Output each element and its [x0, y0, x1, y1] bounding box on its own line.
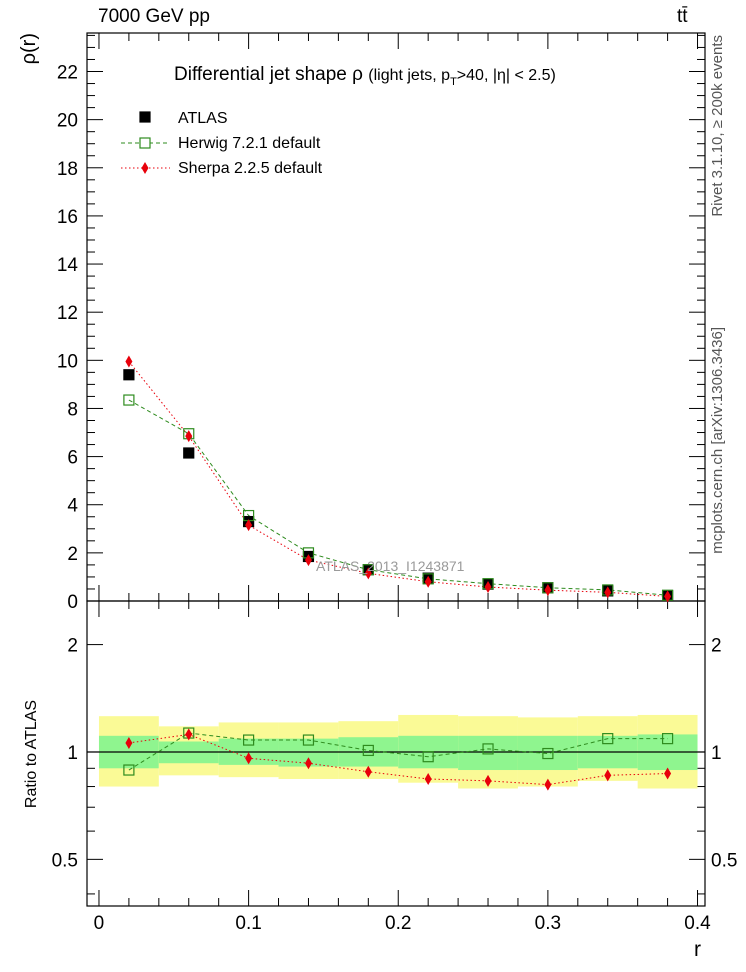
- process-label: tt̄: [677, 6, 688, 27]
- sherpa-point: [245, 519, 253, 532]
- ratio-band-inner: [458, 735, 518, 771]
- ratio-band-inner: [517, 735, 578, 771]
- sherpa-point: [484, 581, 492, 594]
- sherpa-ratio-line: [128, 733, 668, 786]
- legend-herwig-label: Herwig 7.2.1 default: [178, 135, 321, 152]
- sherpa-ratio-point: [544, 778, 552, 791]
- top-y-tick-label: 16: [57, 207, 78, 228]
- herwig-ratio-point: [661, 733, 674, 745]
- top-y-tick-label: 14: [57, 255, 79, 276]
- herwig-ratio-point: [482, 743, 494, 755]
- sherpa-ratio-point: [125, 736, 133, 749]
- sherpa-point: [604, 586, 612, 599]
- herwig-ratio-point: [123, 764, 135, 776]
- sherpa-ratio-point: [484, 774, 492, 787]
- sherpa-ratio-point: [364, 765, 372, 778]
- legend-atlas-label: ATLAS: [178, 110, 228, 127]
- x-tick-label: 0.3: [535, 913, 561, 934]
- legend-herwig-marker: [139, 137, 151, 149]
- herwig-ratio-line: [128, 732, 668, 771]
- herwig-ratio-point: [602, 733, 614, 745]
- herwig-ratio-point: [362, 744, 374, 757]
- sherpa-ratio-point: [664, 767, 672, 780]
- watermark: ATLAS_2013_I1243871: [316, 558, 465, 574]
- top-y-tick-label: 20: [57, 111, 78, 132]
- top-y-tick-label: 10: [57, 351, 78, 372]
- sherpa-ratio-point: [185, 728, 193, 741]
- herwig-ratio-point: [302, 734, 315, 746]
- x-tick-label: 0: [94, 913, 105, 934]
- legend-sherpa-label: Sherpa 2.2.5 default: [178, 160, 323, 177]
- sherpa-point: [185, 430, 193, 443]
- x-tick-label: 0.1: [235, 913, 261, 934]
- herwig-line: [128, 399, 668, 596]
- chart-text: 0 0.1 0.2 0.3 0.4r0246810121416182022ρ(r)0.5…: [18, 33, 737, 961]
- legend-atlas-marker: [139, 111, 151, 123]
- sherpa-point: [424, 575, 432, 588]
- herwig-point: [123, 394, 135, 406]
- sherpa-point: [364, 567, 372, 580]
- x-tick-label: 0.2: [385, 913, 411, 934]
- sherpa-point: [544, 584, 552, 597]
- top-y-tick-label: 2: [67, 544, 78, 565]
- top-y-tick-label: 8: [67, 399, 78, 420]
- sherpa-point: [304, 554, 312, 567]
- sherpa-point: [125, 355, 133, 368]
- bottom-y-tick-label-right: 1: [711, 743, 722, 764]
- sherpa-ratio-point: [424, 772, 432, 785]
- sherpa-ratio-point: [604, 769, 612, 782]
- atlas-point: [123, 369, 135, 381]
- top-y-tick-label: 6: [67, 448, 78, 469]
- top-y-tick-label: 12: [57, 303, 78, 324]
- x-axis-label: r: [694, 938, 701, 961]
- energy-label: 7000 GeV pp: [98, 6, 210, 27]
- bottom-y-tick-label-right: 0.5: [711, 850, 737, 871]
- top-y-axis-label: ρ(r): [18, 33, 40, 64]
- bottom-y-axis-label: Ratio to ATLAS: [23, 700, 40, 808]
- sherpa-ratio-point: [245, 752, 253, 765]
- sherpa-point: [664, 590, 672, 603]
- bottom-y-tick-label: 1: [67, 743, 78, 764]
- bottom-y-tick-label-right: 2: [711, 636, 722, 657]
- bottom-y-tick-label: 0.5: [52, 850, 78, 871]
- ratio-plot-border: [86, 600, 706, 907]
- herwig-ratio-point: [422, 751, 434, 763]
- top-y-tick-label: 18: [57, 159, 78, 180]
- chart-title: Differential jet shape ρ (light jets, pT…: [174, 64, 556, 88]
- sherpa-line: [128, 361, 668, 597]
- x-tick-label: 0.4: [684, 913, 711, 934]
- legend-sherpa-marker: [141, 162, 149, 174]
- atlas-point: [183, 447, 195, 459]
- rivet-version-label: Rivet 3.1.10, ≥ 200k events: [709, 35, 726, 217]
- top-y-tick-label: 22: [57, 63, 78, 84]
- sherpa-ratio-point: [304, 757, 312, 770]
- herwig-ratio-point: [542, 747, 554, 760]
- mcplots-label: mcplots.cern.ch [arXiv:1306.3436]: [709, 327, 726, 554]
- bottom-y-tick-label: 2: [67, 636, 78, 657]
- top-y-tick-label: 0: [67, 592, 78, 613]
- herwig-ratio-point: [243, 734, 255, 746]
- chart-marks: [87, 111, 705, 791]
- top-y-tick-label: 4: [67, 496, 78, 517]
